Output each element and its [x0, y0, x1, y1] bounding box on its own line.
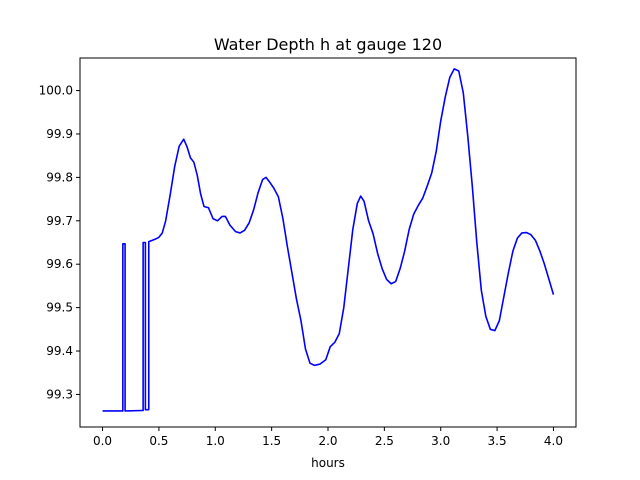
y-tick-label: 99.4: [46, 344, 73, 358]
x-tick-label: 3.0: [431, 434, 450, 448]
x-tick-label: 1.5: [262, 434, 281, 448]
chart-title: Water Depth h at gauge 120: [214, 35, 442, 54]
x-tick-label: 3.5: [488, 434, 507, 448]
y-tick-label: 100.0: [39, 84, 73, 98]
y-tick-label: 99.6: [46, 257, 73, 271]
y-tick-label: 99.8: [46, 170, 73, 184]
series-layer: [102, 68, 555, 412]
x-axis-label: hours: [311, 456, 345, 470]
y-tick-label: 99.3: [46, 387, 73, 401]
x-axis: 0.0 0.5 1.0 1.5 2.0 2.5 3.0 3.5 4.0: [93, 427, 563, 448]
x-tick-label: 0.0: [93, 434, 112, 448]
y-tick-label: 99.7: [46, 214, 73, 228]
x-tick-label: 0.5: [149, 434, 168, 448]
y-tick-label: 99.5: [46, 301, 73, 315]
x-tick-label: 1.0: [206, 434, 225, 448]
x-tick-label: 2.5: [375, 434, 394, 448]
x-tick-label: 2.0: [318, 434, 337, 448]
x-tick-label: 4.0: [544, 434, 563, 448]
series-line: [102, 68, 555, 412]
y-tick-label: 99.9: [46, 127, 73, 141]
y-axis: 99.3 99.4 99.5 99.6 99.7 99.8 99.9 100.0: [39, 84, 80, 401]
